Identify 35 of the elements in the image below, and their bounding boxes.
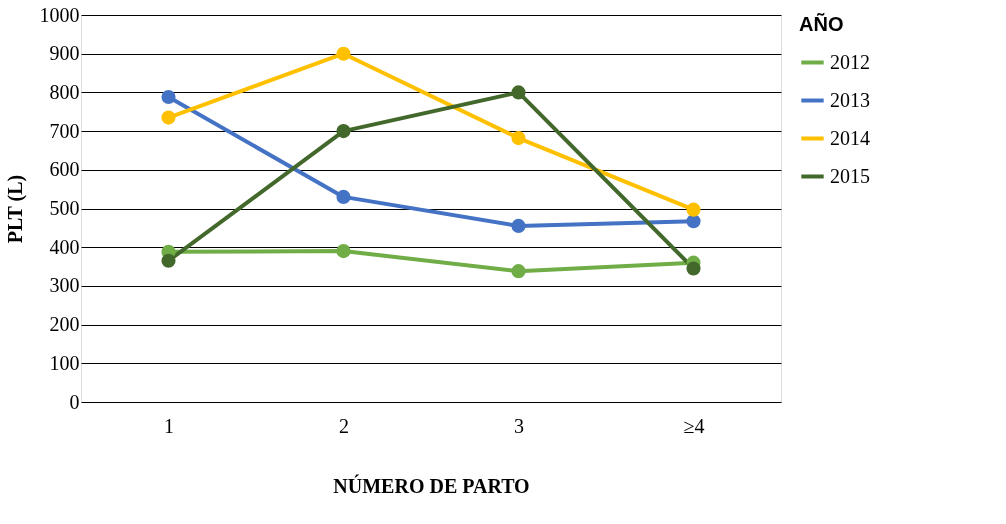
x-tick-label: 1 — [164, 414, 174, 437]
point — [511, 264, 526, 279]
y-tick-label: 500 — [49, 197, 80, 219]
y-tick-label: 100 — [49, 351, 80, 374]
point — [511, 131, 526, 146]
point — [686, 202, 701, 217]
point — [686, 261, 701, 276]
point — [161, 253, 176, 268]
point — [161, 89, 176, 105]
x-axis-title: NÚMERO DE PARTO — [333, 473, 530, 497]
y-tick-label: 900 — [49, 42, 80, 65]
legend-label: 2015 — [830, 164, 870, 187]
x-tick-label: 3 — [514, 414, 524, 437]
x-tick-label: 2 — [339, 414, 349, 437]
point — [336, 124, 351, 139]
y-tick-label: 700 — [49, 119, 80, 142]
point — [336, 244, 351, 259]
y-tick-label: 1000 — [39, 3, 80, 26]
x-tick-label: ≥4 — [683, 414, 705, 437]
y-tick-label: 800 — [49, 80, 80, 103]
y-tick-label: 400 — [49, 235, 80, 258]
point — [336, 46, 351, 61]
legend-label: 2013 — [830, 88, 870, 111]
point — [161, 110, 176, 125]
legend-label: 2014 — [830, 126, 870, 149]
y-tick-label: 200 — [49, 313, 80, 336]
legend-title: AÑO — [799, 13, 844, 35]
y-tick-label: 600 — [49, 158, 80, 181]
y-axis-title: PLT (L) — [3, 174, 27, 244]
y-tick-label: 300 — [49, 274, 80, 297]
point — [336, 189, 351, 204]
point — [511, 85, 526, 100]
y-tick-label: 0 — [69, 390, 80, 413]
legend-label: 2012 — [830, 50, 870, 73]
point — [511, 218, 526, 233]
